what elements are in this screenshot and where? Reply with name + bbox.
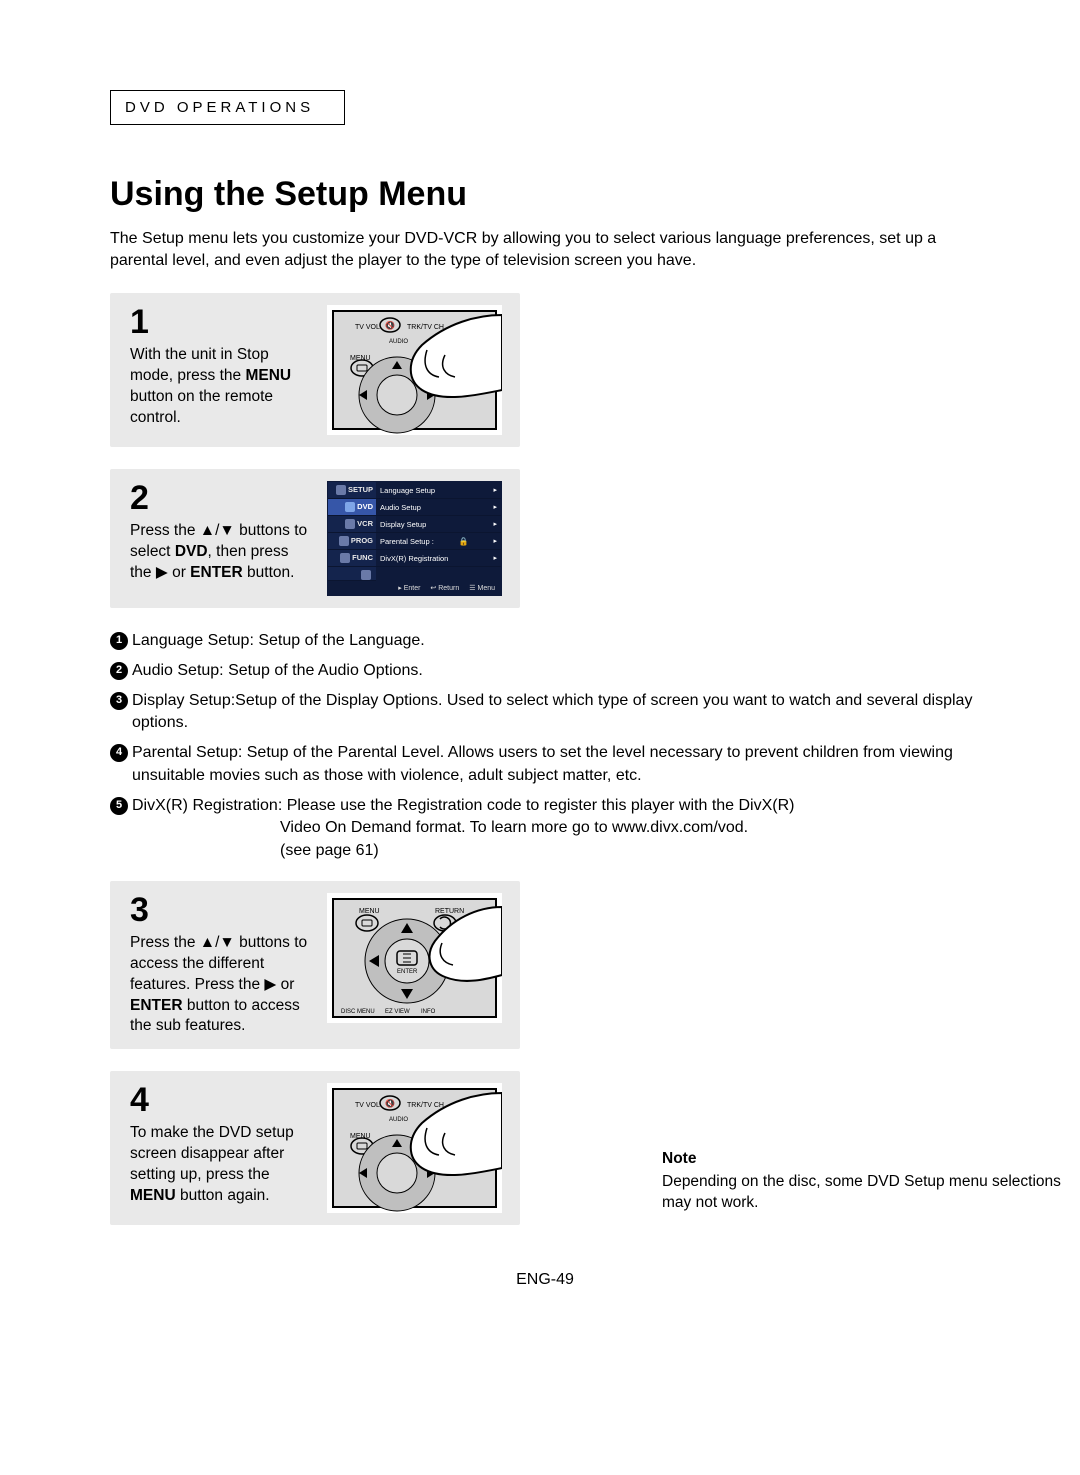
step-4: 4 To make the DVD setup screen disappear… (110, 1071, 520, 1225)
step-3-text: Press the ▲/▼ buttons to access the diff… (130, 933, 313, 1038)
osd-tab-setup: SETUP (328, 482, 376, 499)
step-1-left: 1 With the unit in Stop mode, press the … (130, 305, 313, 429)
step-1-text: With the unit in Stop mode, press the ME… (130, 345, 313, 429)
circled-5-icon: 5 (110, 797, 128, 815)
osd-tab-dvd: DVD (328, 499, 376, 516)
step-3-left: 3 Press the ▲/▼ buttons to access the di… (130, 893, 313, 1038)
svg-text:TV VOL: TV VOL (355, 1102, 380, 1109)
step-4-text: To make the DVD setup screen disappear a… (130, 1123, 313, 1207)
svg-text:RETURN: RETURN (435, 908, 464, 915)
page-title: Using the Setup Menu (110, 175, 980, 214)
intro-text: The Setup menu lets you customize your D… (110, 228, 980, 271)
svg-text:ENTER: ENTER (397, 969, 418, 975)
osd-tab-prog: PROG (328, 533, 376, 550)
svg-text:AUDIO: AUDIO (389, 1117, 408, 1123)
note-body: Depending on the disc, some DVD Setup me… (662, 1172, 1062, 1214)
step-3-image: MENU RETURN ENTER DISC MENU EZ VIEW INFO (327, 893, 502, 1023)
option-2: 2Audio Setup: Setup of the Audio Options… (110, 660, 980, 683)
osd-item-language: Language Setup▸ (376, 482, 501, 499)
remote-dpad-icon: MENU RETURN ENTER DISC MENU EZ VIEW INFO (327, 893, 502, 1023)
circled-2-icon: 2 (110, 662, 128, 680)
page-footer: ENG-49 (110, 1271, 980, 1289)
step-2-number: 2 (130, 481, 313, 515)
osd-item-audio: Audio Setup▸ (376, 499, 501, 516)
svg-text:TRK/TV CH: TRK/TV CH (407, 324, 444, 331)
step-2-image: SETUPLanguage Setup▸ DVDAudio Setup▸ VCR… (327, 481, 502, 596)
svg-text:EZ VIEW: EZ VIEW (385, 1009, 410, 1015)
options-list: 1Language Setup: Setup of the Language. … (110, 630, 980, 862)
circled-1-icon: 1 (110, 632, 128, 650)
svg-text:AUDIO: AUDIO (389, 339, 408, 345)
step-4-row: 4 To make the DVD setup screen disappear… (110, 1071, 980, 1225)
option-1: 1Language Setup: Setup of the Language. (110, 630, 980, 653)
step-2-left: 2 Press the ▲/▼ buttons to select DVD, t… (130, 481, 313, 584)
step-1: 1 With the unit in Stop mode, press the … (110, 293, 520, 447)
lock-icon: 🔒 (459, 537, 469, 546)
osd-tab-func: FUNC (328, 550, 376, 567)
step-4-left: 4 To make the DVD setup screen disappear… (130, 1083, 313, 1207)
svg-text:TV VOL: TV VOL (355, 324, 380, 331)
step-4-number: 4 (130, 1083, 313, 1117)
step-2-text: Press the ▲/▼ buttons to select DVD, the… (130, 521, 313, 584)
step-1-number: 1 (130, 305, 313, 339)
section-tag-text: DVD OPERATIONS (125, 99, 314, 116)
circled-4-icon: 4 (110, 744, 128, 762)
osd-footer: ▸ Enter ↩ Return ☰ Menu (328, 581, 501, 595)
osd-item-display: Display Setup▸ (376, 516, 501, 533)
circled-3-icon: 3 (110, 692, 128, 710)
note-title: Note (662, 1149, 1062, 1170)
step-3-number: 3 (130, 893, 313, 927)
step-3: 3 Press the ▲/▼ buttons to access the di… (110, 881, 520, 1050)
option-5: 5 DivX(R) Registration: Please use the R… (110, 795, 980, 863)
step-4-image: TV VOL 🔇 TRK/TV CH AUDIO MENU (327, 1083, 502, 1213)
osd-item-parental: Parental Setup :🔒▸ (376, 533, 501, 550)
step-2: 2 Press the ▲/▼ buttons to select DVD, t… (110, 469, 520, 608)
svg-text:DISC MENU: DISC MENU (341, 1009, 375, 1015)
svg-text:🔇: 🔇 (385, 320, 395, 330)
svg-text:INFO: INFO (421, 1009, 436, 1015)
svg-text:MENU: MENU (359, 908, 380, 915)
remote-top-icon-2: TV VOL 🔇 TRK/TV CH AUDIO MENU (327, 1083, 502, 1213)
svg-text:🔇: 🔇 (385, 1098, 395, 1108)
option-3: 3Display Setup:Setup of the Display Opti… (110, 690, 980, 735)
step-1-image: TV VOL 🔇 TRK/TV CH AUDIO MENU (327, 305, 502, 435)
svg-text:TRK/TV CH: TRK/TV CH (407, 1102, 444, 1109)
osd-menu: SETUPLanguage Setup▸ DVDAudio Setup▸ VCR… (327, 481, 502, 596)
osd-item-divx: DivX(R) Registration▸ (376, 550, 501, 567)
note: Note Depending on the disc, some DVD Set… (662, 1149, 1062, 1214)
option-4: 4Parental Setup: Setup of the Parental L… (110, 742, 980, 787)
osd-tab-vcr: VCR (328, 516, 376, 533)
remote-top-icon: TV VOL 🔇 TRK/TV CH AUDIO MENU (327, 305, 502, 435)
section-tag: DVD OPERATIONS (110, 90, 345, 125)
